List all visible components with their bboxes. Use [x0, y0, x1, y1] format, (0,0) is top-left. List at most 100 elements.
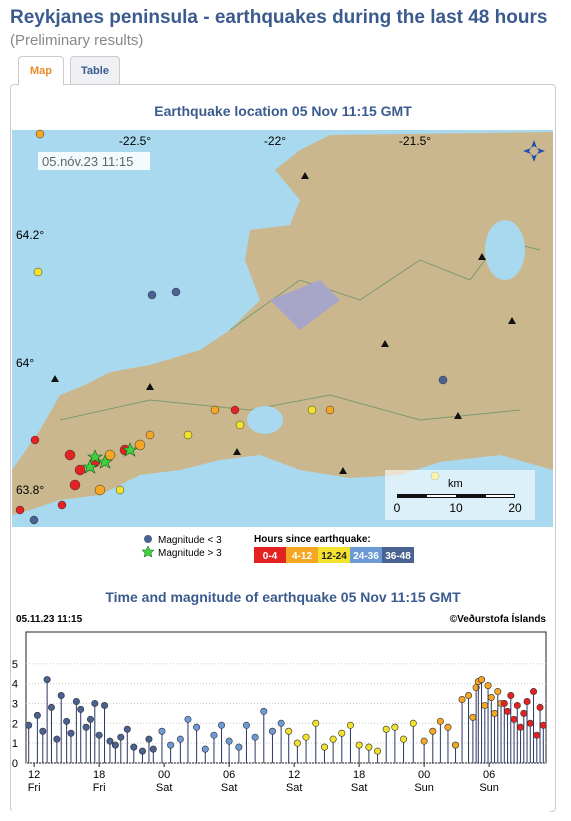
tab-map[interactable]: Map	[18, 56, 64, 85]
quake-point	[382, 725, 390, 733]
quake-point	[494, 688, 502, 696]
chart-timestamp: 05.11.23 11:15	[16, 614, 83, 625]
quake-point	[484, 682, 492, 690]
y-tick-label: 3	[12, 698, 18, 710]
quake-point	[444, 723, 452, 731]
x-tick-label: 00	[418, 769, 430, 781]
quake-point	[346, 721, 354, 729]
legend-label: 36-48	[385, 551, 411, 562]
quake-point	[82, 723, 90, 731]
quake-point	[123, 725, 131, 733]
quake-point	[176, 735, 184, 743]
legend-swatch	[286, 547, 318, 563]
legend-label: 0-4	[263, 551, 278, 562]
x-tick-label: 06	[483, 769, 495, 781]
quake-point	[452, 741, 460, 749]
chart-credit: ©Veðurstofa Íslands	[450, 612, 547, 625]
map-timestamp: 05.nóv.23 11:15	[42, 154, 133, 169]
quake-point	[293, 739, 301, 747]
quake-point	[526, 719, 534, 727]
lake	[247, 406, 283, 434]
quake-point	[469, 713, 477, 721]
lat-label: 64°	[16, 356, 34, 370]
quake-point	[235, 743, 243, 751]
quake-point	[86, 715, 94, 723]
x-day-label: Fri	[28, 782, 41, 794]
chart-background	[12, 608, 550, 812]
quake-point	[106, 737, 114, 745]
y-tick-label: 5	[12, 659, 18, 671]
quake-point	[193, 723, 201, 731]
x-tick-label: 00	[158, 769, 170, 781]
quake-point	[530, 688, 538, 696]
page-title: Reykjanes peninsula - earthquakes during…	[10, 7, 548, 28]
scale-bar	[486, 495, 514, 497]
quake-point	[184, 715, 192, 723]
quake-point	[225, 737, 233, 745]
x-day-label: Sun	[479, 782, 499, 794]
lon-label: -22.5°	[119, 134, 151, 148]
legend-hours-label: Hours since earthquake:	[254, 534, 371, 545]
quake-point	[465, 692, 473, 700]
quake-point	[504, 707, 512, 715]
quake-point	[101, 701, 109, 709]
quake-point	[130, 743, 138, 751]
scale-bar	[427, 495, 456, 497]
urban-area	[270, 280, 340, 330]
quake-point	[302, 733, 310, 741]
timestamp-box	[38, 152, 150, 170]
quake-point	[251, 733, 259, 741]
quake-point	[523, 697, 531, 705]
quake-point	[517, 723, 525, 731]
quake-point	[72, 697, 80, 705]
chart-title: Time and magnitude of earthquake 05 Nov …	[105, 589, 461, 605]
page-subtitle: (Preliminary results)	[10, 32, 144, 49]
x-tick-label: 12	[288, 769, 300, 781]
quake-point	[149, 745, 157, 753]
quake-point	[507, 692, 515, 700]
scale-label: 10	[449, 501, 463, 515]
quake-point	[520, 709, 528, 717]
lon-label: -22°	[264, 134, 286, 148]
quake-point	[158, 727, 166, 735]
quake-point	[201, 745, 209, 753]
quake-point	[57, 692, 65, 700]
x-day-label: Sat	[351, 782, 368, 794]
quake-point	[77, 705, 85, 713]
quake-point	[374, 747, 382, 755]
y-tick-label: 2	[12, 718, 18, 730]
quake-point	[420, 737, 428, 745]
map-title: Earthquake location 05 Nov 11:15 GMT	[154, 103, 412, 119]
quake-point	[458, 695, 466, 703]
legend-label: 24-36	[353, 551, 379, 562]
quake-point	[472, 684, 480, 692]
quake-point	[117, 733, 125, 741]
volcano-markers	[51, 172, 516, 474]
tab-table[interactable]: Table	[70, 56, 120, 84]
quake-point	[409, 719, 417, 727]
quake-point	[539, 721, 547, 729]
quake-point	[436, 717, 444, 725]
quake-point	[25, 721, 33, 729]
quake-point	[536, 703, 544, 711]
x-tick-label: 18	[93, 769, 105, 781]
quake-point	[145, 735, 153, 743]
y-tick-label: 1	[12, 738, 18, 750]
quake-point	[39, 727, 47, 735]
x-tick-label: 18	[353, 769, 365, 781]
x-tick-label: 12	[28, 769, 40, 781]
quake-point	[63, 717, 71, 725]
quake-point	[167, 741, 175, 749]
lon-label: -21.5°	[399, 134, 431, 148]
quake-point	[111, 741, 119, 749]
legend-small-marker	[144, 535, 152, 543]
quake-point	[320, 743, 328, 751]
legend-small-label: Magnitude < 3	[158, 535, 222, 546]
legend-swatch	[318, 547, 350, 563]
quake-point	[391, 723, 399, 731]
quake-point	[260, 707, 268, 715]
quake-point	[365, 743, 373, 751]
x-tick-label: 06	[223, 769, 235, 781]
